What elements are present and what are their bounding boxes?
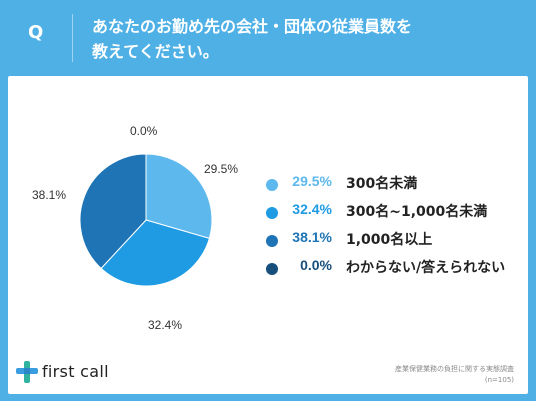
legend-label: 300名未満 — [346, 176, 418, 192]
pie-label-unknown: 0.0% — [130, 124, 158, 138]
legend: 29.5% 300名未満 32.4% 300名~1,000名未満 38.1% 1… — [266, 173, 526, 285]
source-title: 産業保健業務の負担に関する実態調査 — [395, 365, 514, 373]
source-sample-size: (n=105) — [484, 376, 514, 384]
pie-chart — [79, 153, 213, 287]
legend-label: わからない/答えられない — [346, 260, 506, 276]
pie-slice-under-300 — [145, 153, 213, 240]
pie-slice-over-1000 — [79, 153, 147, 270]
legend-dot-icon — [266, 207, 278, 219]
legend-percent: 0.0% — [300, 257, 332, 273]
pie-label-under-300: 29.5% — [204, 162, 239, 176]
source-note: 産業保健業務の負担に関する実態調査 (n=105) — [395, 364, 514, 386]
legend-dot-icon — [266, 179, 278, 191]
chart-card: 29.5% 32.4% 38.1% 0.0% 29.5% 300名未満 32.4… — [8, 76, 528, 394]
legend-row-under-300: 29.5% 300名未満 — [266, 173, 526, 201]
question-line-2: 教えてください。 — [92, 42, 219, 61]
header-bar: Q あなたのお勤め先の会社・団体の従業員数を 教えてください。 — [0, 0, 536, 76]
legend-dot-icon — [266, 235, 278, 247]
legend-percent: 38.1% — [292, 229, 332, 245]
pie-label-over-1000: 38.1% — [32, 188, 67, 202]
legend-label: 300名~1,000名未満 — [346, 204, 488, 220]
question-mark: Q — [28, 22, 44, 43]
question-line-1: あなたのお勤め先の会社・団体の従業員数を — [92, 17, 413, 36]
legend-row-over-1000: 38.1% 1,000名以上 — [266, 229, 526, 257]
question-text: あなたのお勤め先の会社・団体の従業員数を 教えてください。 — [92, 14, 522, 64]
legend-percent: 32.4% — [292, 201, 332, 217]
pie-slice-300-1000 — [100, 219, 210, 287]
pie-label-300-1000: 32.4% — [148, 318, 183, 332]
legend-dot-icon — [266, 263, 278, 275]
logo-text: first call — [42, 362, 109, 381]
plus-logo-icon — [16, 361, 38, 383]
header-divider — [72, 14, 73, 62]
legend-label: 1,000名以上 — [346, 232, 433, 248]
legend-percent: 29.5% — [292, 173, 332, 189]
legend-row-unknown: 0.0% わからない/答えられない — [266, 257, 526, 285]
legend-row-300-1000: 32.4% 300名~1,000名未満 — [266, 201, 526, 229]
